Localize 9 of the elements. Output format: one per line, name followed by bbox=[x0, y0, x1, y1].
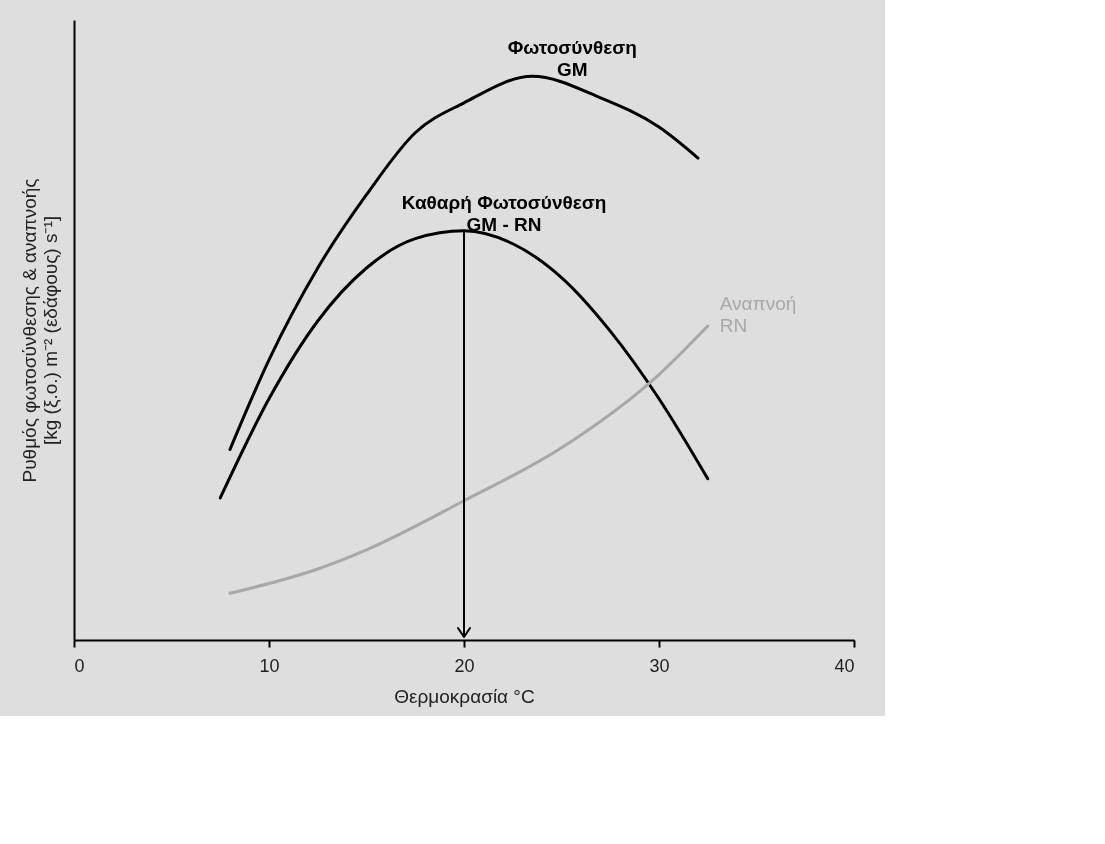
x-tick-label: 30 bbox=[649, 655, 670, 676]
y-axis-title: Ρυθμός φωτοσύνθεσης & αναπνοής [kg (ξ.ο.) m⁻² (εδάφους) s⁻¹] bbox=[18, 178, 61, 483]
x-tick-label: 0 bbox=[74, 655, 85, 676]
series-label: Φωτοσύνθεση GM bbox=[507, 37, 637, 81]
x-tick-label: 10 bbox=[259, 655, 280, 676]
x-axis-title: Θερμοκρασία °C bbox=[394, 685, 535, 707]
x-tick-label: 40 bbox=[834, 655, 855, 676]
series-label: Καθαρή Φωτοσύνθεση GM - RN bbox=[401, 191, 607, 235]
x-tick-label: 20 bbox=[454, 655, 475, 676]
